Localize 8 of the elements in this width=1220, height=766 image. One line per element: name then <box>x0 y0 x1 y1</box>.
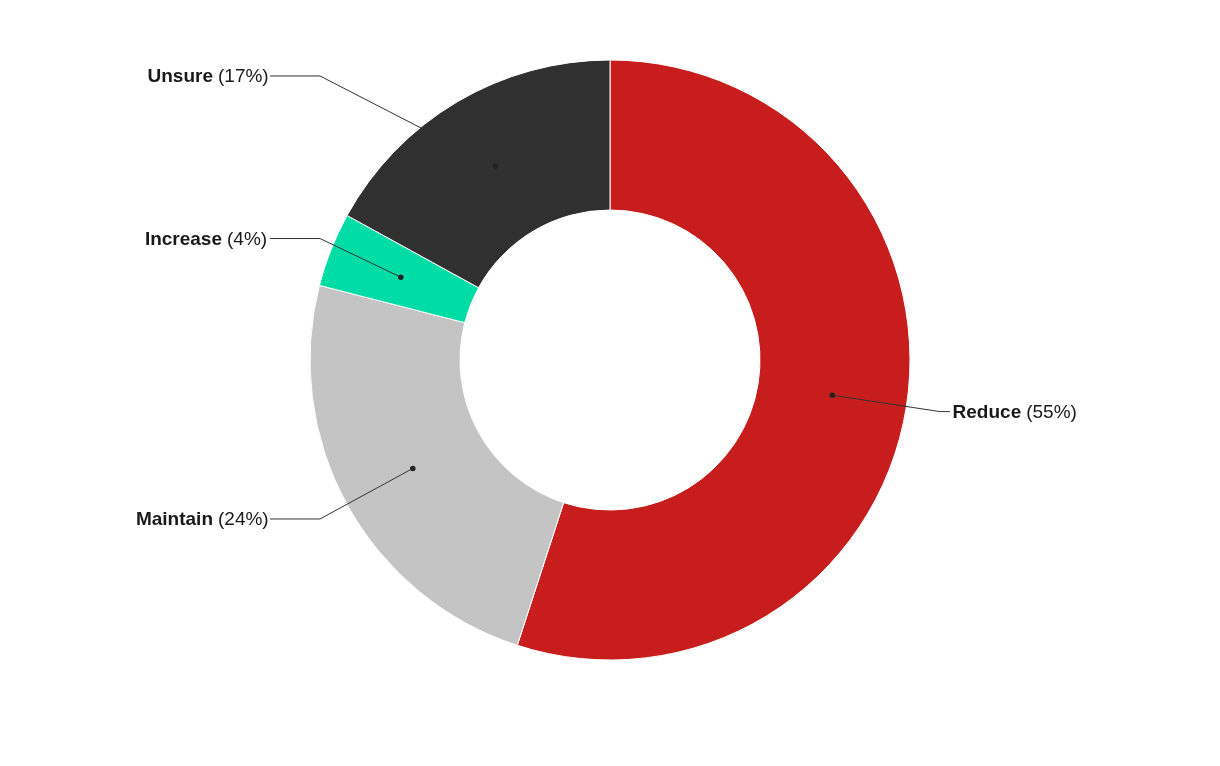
data-label: (24%) <box>218 507 269 529</box>
slice-label: Maintain <box>135 507 213 529</box>
slice-label: Unsure <box>147 64 213 86</box>
data-label: (4%) <box>227 227 268 249</box>
slice-label: Reduce <box>952 400 1022 422</box>
data-label: (17%) <box>218 64 269 86</box>
slice-label: Increase <box>144 227 222 249</box>
data-label: (55%) <box>1026 400 1077 422</box>
